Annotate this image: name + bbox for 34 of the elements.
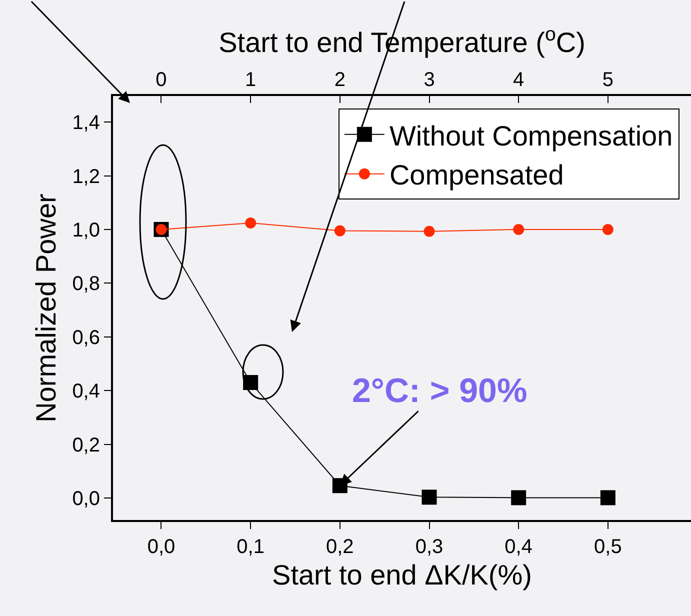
x-tick-label: 0,3 [415,536,444,558]
annotation: 2°C: > 90% [352,372,528,410]
point [513,224,524,235]
point [422,490,437,505]
x2-tick-label: 3 [424,69,435,91]
x-tick-label: 0,0 [147,536,176,558]
point [334,225,346,236]
y-tick-label: 1,0 [72,219,100,242]
legend-label: Compensated [389,160,564,191]
y-tick-label: 0,2 [72,434,100,456]
y-tick-label: 0,6 [72,326,100,349]
x2-tick-label: 4 [513,69,524,91]
y-tick-label: 0,4 [72,380,100,403]
x2-tick-label: 5 [602,69,614,91]
y-tick-label: 0,8 [72,273,100,296]
y-axis-title: Normalized Power [30,194,62,422]
point [602,224,614,235]
y-tick-label: 1,2 [72,166,100,188]
x-axis-title: Start to end ΔK/K(%) [272,560,532,591]
point [424,226,435,237]
x-tick-label: 0,4 [504,536,532,558]
x2-tick-label: 1 [245,69,256,91]
x2-tick-label: 0 [156,69,167,91]
y-tick-label: 0,0 [72,488,100,510]
x-tick-label: 0,2 [326,536,354,558]
point [511,490,526,506]
x2-tick-label: 2 [334,69,346,91]
point [245,218,256,229]
x-tick-label: 0,1 [236,536,264,558]
y-tick-label: 1,4 [72,112,100,134]
x-tick-label: 0,5 [594,536,622,558]
legend-label: Without Compensation [389,120,673,152]
point [600,490,616,506]
point [243,375,258,390]
